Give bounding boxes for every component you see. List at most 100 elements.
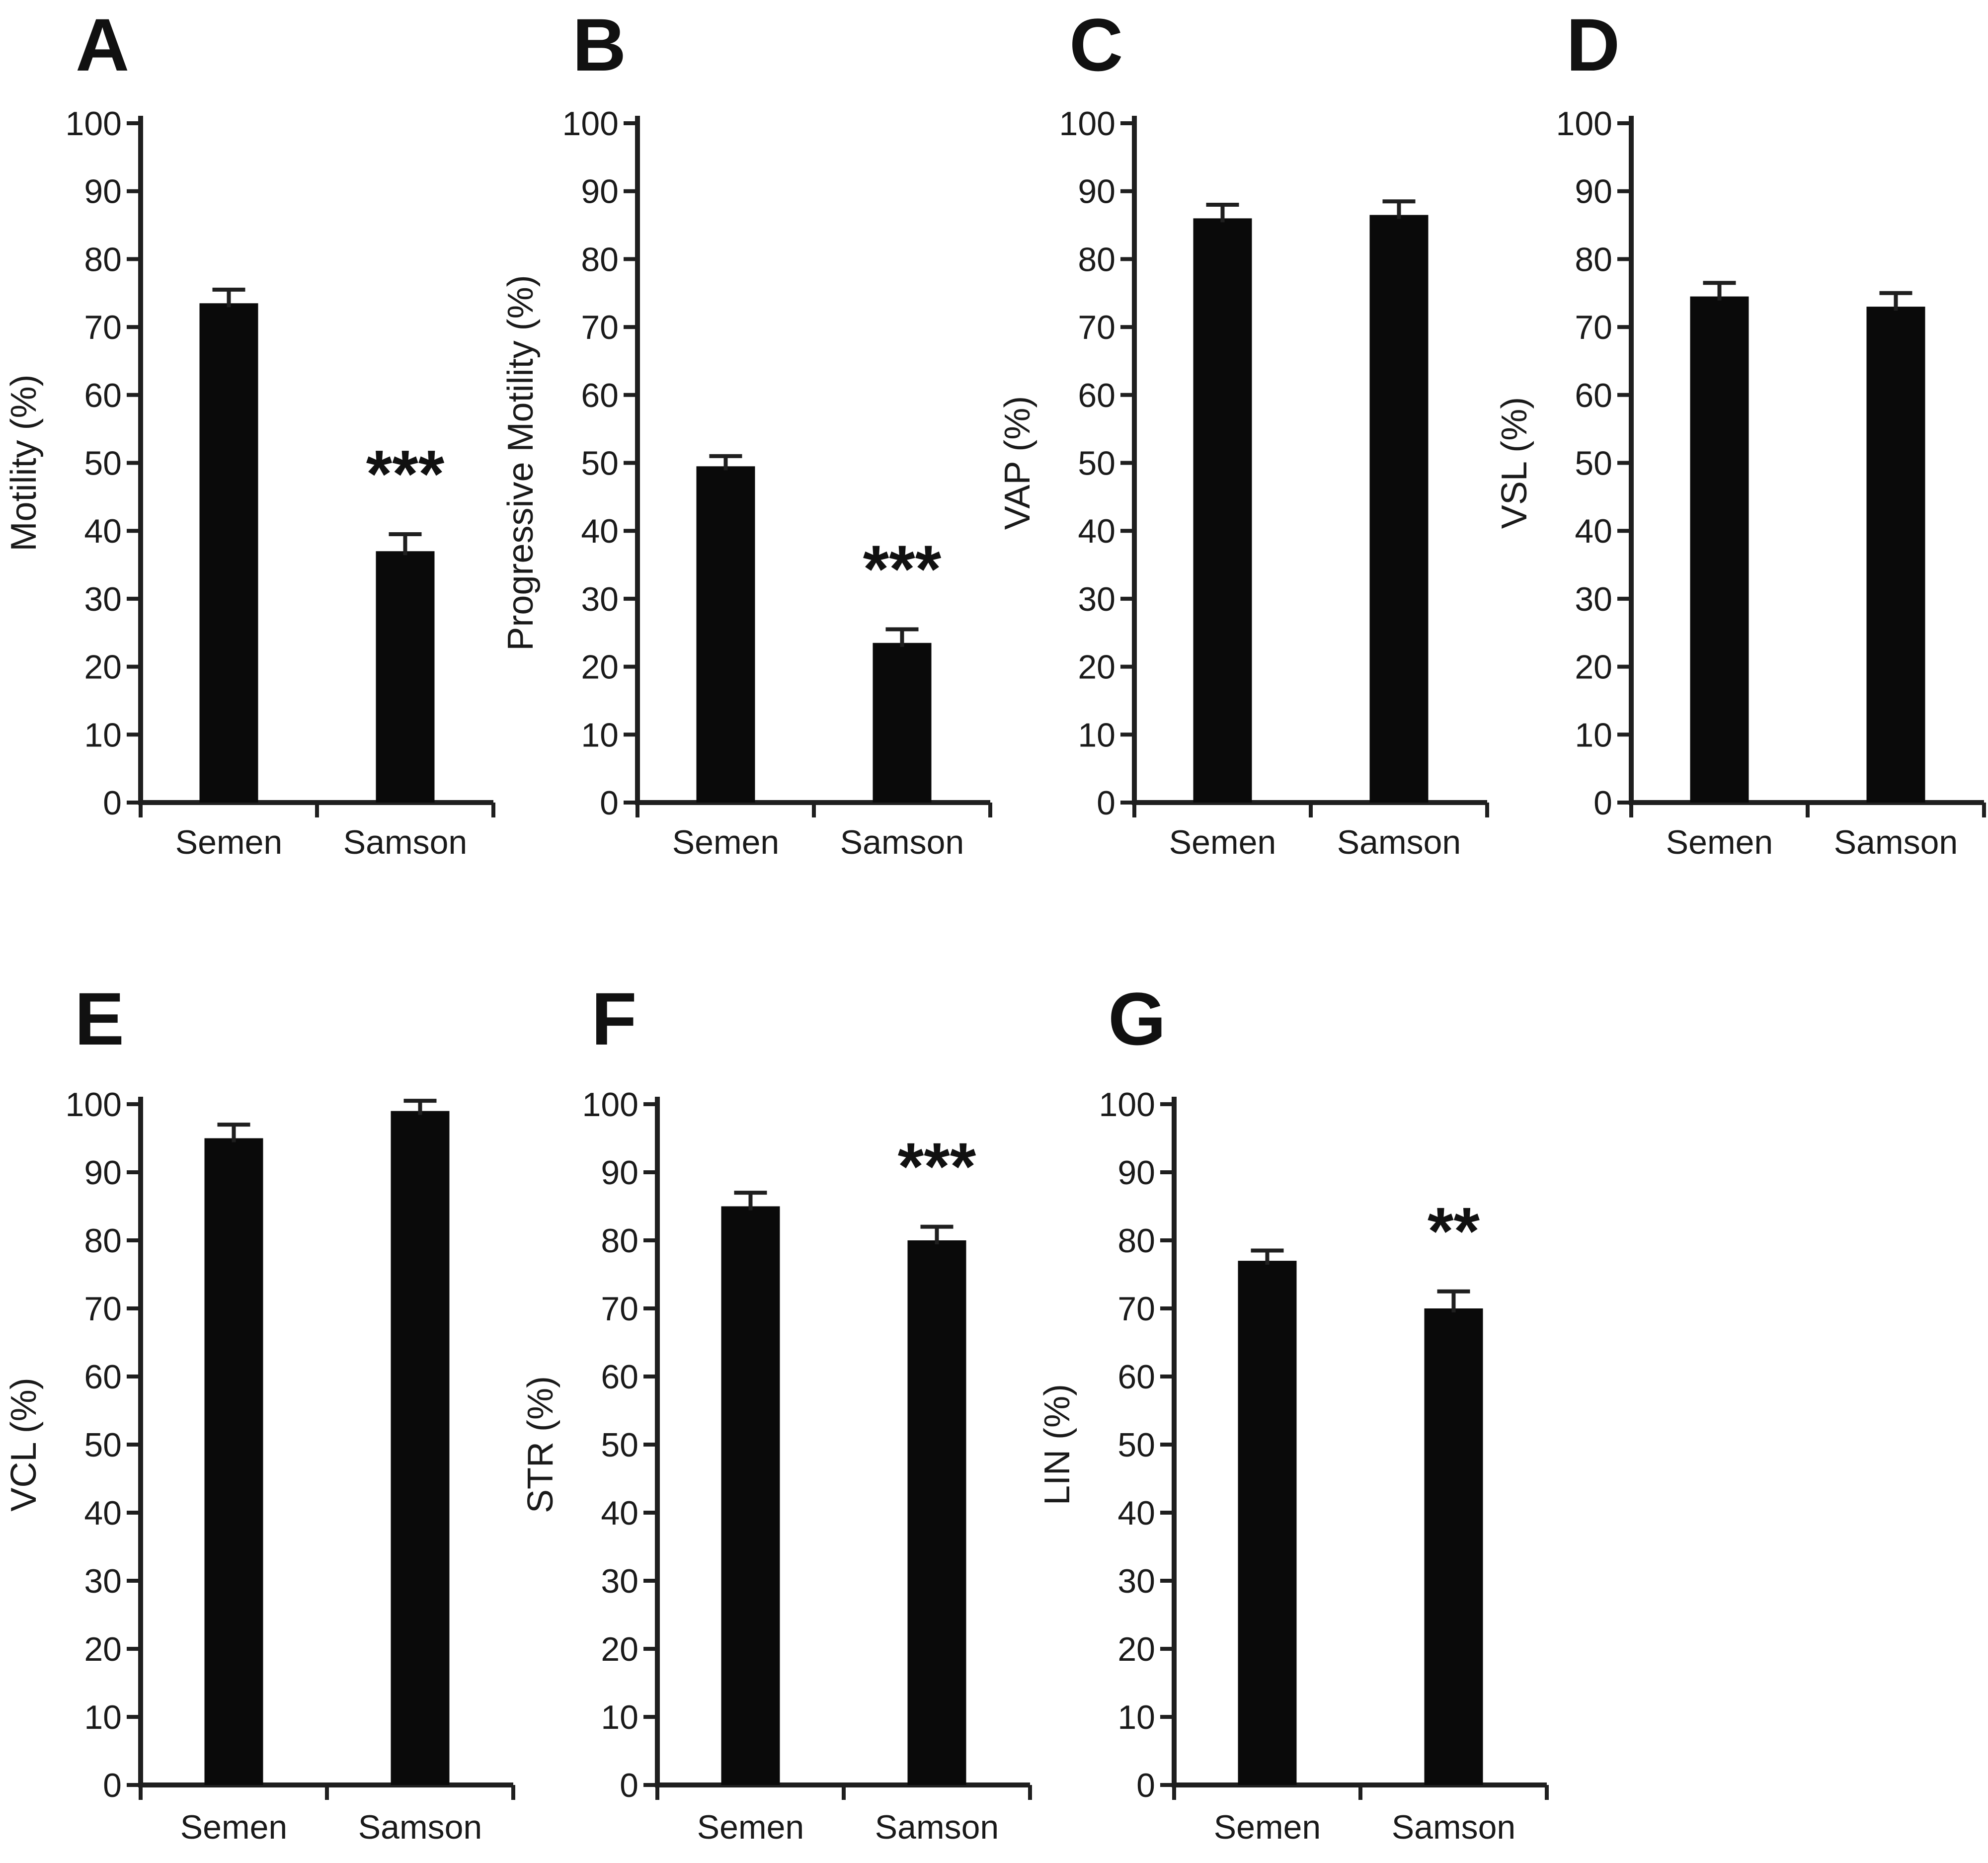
y-tick-label: 60 (1575, 377, 1612, 414)
y-tick-label: 70 (1575, 309, 1612, 346)
chart-vcl: E VCL (%) 0 10 20 30 40 50 60 70 80 90 100 Semen Samso… (4, 977, 515, 1846)
y-tick-label: 90 (1117, 1154, 1155, 1192)
y-tick-label: 60 (1117, 1358, 1155, 1396)
bar-semen (1238, 1261, 1297, 1785)
y-tick-label: 20 (1078, 648, 1115, 686)
bar-semen (721, 1206, 780, 1785)
x-category-label: Semen (1666, 823, 1773, 861)
y-tick-label: 40 (581, 512, 619, 550)
x-category-label: Samson (1337, 823, 1461, 861)
bar-semen (696, 466, 755, 803)
y-tick-label: 30 (581, 580, 619, 618)
x-category-label: Semen (175, 823, 282, 861)
y-tick-label: 70 (601, 1290, 638, 1328)
y-tick-label: 50 (581, 445, 619, 483)
y-tick-label: 50 (601, 1426, 638, 1464)
bar-samson (907, 1240, 966, 1785)
significance-marker: ** (1428, 1194, 1480, 1269)
significance-marker: *** (863, 531, 942, 606)
y-tick-label: 70 (1117, 1290, 1155, 1328)
chart-vsl: D VSL (%) 0 10 20 30 40 50 60 70 80 90 100 Semen Samso… (1495, 3, 1986, 861)
y-tick-label: 0 (103, 1767, 122, 1804)
y-tick-label: 70 (1078, 309, 1115, 346)
x-category-label: Semen (1214, 1808, 1321, 1846)
y-tick-label: 100 (1099, 1086, 1155, 1124)
y-tick-label: 80 (601, 1222, 638, 1260)
chart-progressive-motility: B Progressive Motility (%) 0 10 20 30 40 50 60 70… (501, 3, 992, 861)
significance-marker: *** (898, 1129, 976, 1204)
chart-vap: C VAP (%) 0 10 20 30 40 50 60 70 80 90 100 Semen Samso… (998, 3, 1489, 861)
y-tick-label: 40 (84, 512, 122, 550)
y-tick-label: 80 (84, 241, 122, 278)
bar-samson (391, 1111, 450, 1785)
x-category-label: Semen (672, 823, 779, 861)
panel-a: A Motility (%) 0 10 20 30 40 50 60 70 80 90 100 Semen… (0, 0, 497, 974)
y-tick-label: 20 (581, 648, 619, 686)
y-tick-label: 30 (601, 1562, 638, 1600)
panel-letter: G (1108, 977, 1166, 1060)
y-tick-label: 50 (1117, 1426, 1155, 1464)
bar-semen (199, 303, 258, 803)
y-tick-label: 80 (84, 1222, 122, 1260)
y-axis-title: STR (%) (521, 1376, 560, 1513)
y-tick-label: 60 (601, 1358, 638, 1396)
y-tick-label: 20 (84, 1630, 122, 1668)
y-tick-label: 60 (84, 1358, 122, 1396)
y-tick-label: 30 (1575, 580, 1612, 618)
y-tick-label: 40 (84, 1494, 122, 1532)
panel-letter: A (76, 3, 129, 86)
y-tick-label: 10 (1078, 716, 1115, 754)
panel-g: G LIN (%) 0 10 20 30 40 50 60 70 80 90 100 Semen Samso… (1034, 974, 1550, 1863)
y-tick-label: 50 (1078, 445, 1115, 483)
chart-motility: A Motility (%) 0 10 20 30 40 50 60 70 80 90 100 Semen… (4, 3, 495, 861)
y-tick-label: 80 (1117, 1222, 1155, 1260)
bar-semen (1193, 218, 1252, 803)
y-axis-title: Progressive Motility (%) (501, 275, 541, 650)
y-tick-label: 0 (1136, 1767, 1155, 1804)
panel-letter: C (1069, 3, 1123, 86)
panel-e: E VCL (%) 0 10 20 30 40 50 60 70 80 90 100 Semen Samso… (0, 974, 517, 1863)
y-tick-label: 10 (1117, 1699, 1155, 1736)
y-tick-label: 60 (1078, 377, 1115, 414)
y-tick-label: 80 (1575, 241, 1612, 278)
y-tick-label: 10 (581, 716, 619, 754)
y-tick-label: 30 (1078, 580, 1115, 618)
y-tick-label: 10 (601, 1699, 638, 1736)
x-category-label: Samson (875, 1808, 999, 1846)
y-tick-label: 0 (600, 784, 619, 822)
y-axis-title: VCL (%) (4, 1377, 44, 1511)
y-tick-label: 0 (1593, 784, 1612, 822)
y-tick-label: 50 (84, 1426, 122, 1464)
y-tick-label: 60 (581, 377, 619, 414)
panel-letter: E (75, 977, 124, 1060)
chart-lin: G LIN (%) 0 10 20 30 40 50 60 70 80 90 100 Semen Samso… (1037, 977, 1549, 1846)
x-category-label: Samson (1392, 1808, 1515, 1846)
y-tick-label: 40 (1078, 512, 1115, 550)
y-tick-label: 70 (581, 309, 619, 346)
panel-f: F STR (%) 0 10 20 30 40 50 60 70 80 90 100 Semen Samso… (517, 974, 1034, 1863)
y-tick-label: 60 (84, 377, 122, 414)
y-tick-label: 90 (84, 173, 122, 211)
y-tick-label: 20 (1575, 648, 1612, 686)
bar-semen (204, 1138, 263, 1785)
y-axis-title: LIN (%) (1037, 1384, 1077, 1505)
bar-samson (873, 643, 932, 803)
panel-row-top: A Motility (%) 0 10 20 30 40 50 60 70 80 90 100 Semen… (0, 0, 1986, 974)
y-tick-label: 10 (84, 716, 122, 754)
bar-samson (1369, 215, 1429, 803)
y-tick-label: 80 (1078, 241, 1115, 278)
y-tick-label: 100 (66, 1086, 122, 1124)
y-tick-label: 30 (84, 580, 122, 618)
y-tick-label: 100 (1556, 105, 1612, 143)
x-category-label: Semen (697, 1808, 804, 1846)
x-category-label: Semen (180, 1808, 287, 1846)
y-tick-label: 90 (1575, 173, 1612, 211)
y-tick-label: 20 (84, 648, 122, 686)
y-axis-title: VSL (%) (1495, 397, 1534, 529)
y-tick-label: 20 (601, 1630, 638, 1668)
x-category-label: Samson (1834, 823, 1958, 861)
panel-letter: B (572, 3, 626, 86)
y-tick-label: 40 (601, 1494, 638, 1532)
y-tick-label: 70 (84, 309, 122, 346)
